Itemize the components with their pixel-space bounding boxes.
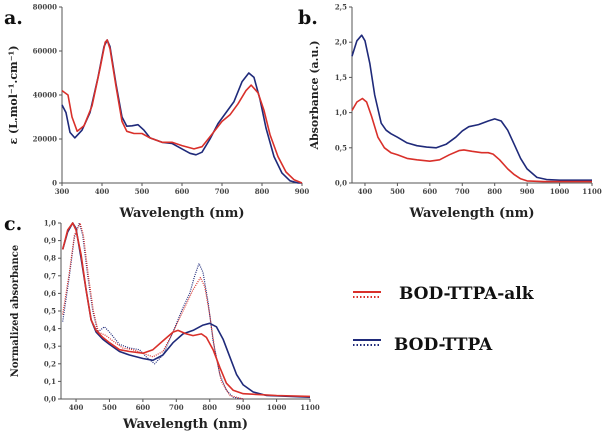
x-tick-label: 500 — [135, 187, 150, 196]
x-tick-label: 300 — [55, 187, 70, 196]
y-tick-label: 2,5 — [335, 3, 347, 12]
series-line-bod-ttpa-solid — [351, 34, 592, 181]
y-tick-label: 0,0 — [335, 179, 347, 188]
x-tick-label: 900 — [520, 187, 535, 196]
x-tick-label: 600 — [136, 403, 151, 412]
x-tick-label: 900 — [236, 403, 251, 412]
x-tick-label: 700 — [455, 187, 470, 196]
series-line-bod-ttpa-solid — [61, 222, 311, 398]
legend: BOD-TTPA-alk BOD-TTPA — [353, 284, 535, 355]
x-tick-label: 400 — [69, 403, 84, 412]
legend-label-ttpa: BOD-TTPA — [394, 335, 493, 355]
x-tick-label: 500 — [102, 403, 117, 412]
x-tick-label: 800 — [202, 403, 217, 412]
x-tick-label: 1100 — [300, 403, 320, 412]
y-tick-label: 0,6 — [44, 289, 56, 298]
y-tick-label: 0,4 — [44, 324, 56, 333]
x-tick-label: 700 — [215, 187, 230, 196]
series-line-bod-ttpa-alk-dotted — [62, 222, 244, 400]
y-tick-label: 1,5 — [335, 73, 347, 82]
x-axis-label: Wavelength (nm) — [409, 206, 535, 221]
y-tick-label: 0,1 — [44, 377, 56, 386]
y-tick-label: 2,0 — [335, 38, 347, 47]
y-tick-label: 1,0 — [335, 108, 347, 117]
x-tick-label: 900 — [295, 187, 310, 196]
y-tick-label: 0 — [52, 179, 57, 188]
x-tick-label: 1000 — [550, 187, 570, 196]
y-tick-label: 20000 — [33, 135, 57, 144]
x-tick-label: 600 — [175, 187, 190, 196]
y-tick-label: 60000 — [33, 47, 57, 56]
x-tick-label: 1000 — [267, 403, 287, 412]
series-line-bod-ttpa-solid — [61, 39, 302, 184]
y-tick-label: 0,2 — [44, 359, 56, 368]
x-tick-label: 600 — [423, 187, 438, 196]
y-axis-label: Absorbance (a.u.) — [308, 40, 321, 150]
y-axis-label: ε (L.mol⁻¹.cm⁻¹) — [7, 45, 20, 144]
y-tick-label: 0,5 — [335, 143, 347, 152]
x-axis-label: Wavelength (nm) — [119, 206, 245, 221]
y-tick-label: 0,7 — [44, 271, 56, 280]
x-tick-label: 800 — [255, 187, 270, 196]
x-tick-label: 400 — [358, 187, 373, 196]
y-tick-label: 0,8 — [44, 254, 56, 263]
x-tick-label: 700 — [169, 403, 184, 412]
x-tick-label: 400 — [95, 187, 110, 196]
y-tick-label: 0,3 — [44, 342, 56, 351]
x-tick-label: 1100 — [582, 187, 602, 196]
series-line-bod-ttpa-alk-solid — [61, 222, 311, 398]
panel-label: c. — [4, 213, 22, 235]
legend-label-alk: BOD-TTPA-alk — [399, 284, 535, 304]
x-tick-label: 500 — [390, 187, 405, 196]
y-tick-label: 40000 — [33, 91, 57, 100]
y-tick-label: 1,0 — [44, 219, 56, 228]
y-tick-label: 80000 — [33, 3, 57, 12]
panel-label: b. — [298, 7, 318, 29]
y-tick-label: 0,0 — [44, 395, 56, 404]
panel-label: a. — [4, 7, 23, 29]
series-line-bod-ttpa-alk-solid — [61, 39, 303, 184]
series-line-bod-ttpa-alk-solid — [351, 97, 592, 183]
y-axis-label: Normalized absorbance — [10, 245, 21, 378]
y-tick-label: 0,5 — [44, 307, 56, 316]
x-tick-label: 800 — [487, 187, 502, 196]
x-axis-label: Wavelength (nm) — [122, 417, 248, 432]
y-tick-label: 0,9 — [44, 236, 56, 245]
